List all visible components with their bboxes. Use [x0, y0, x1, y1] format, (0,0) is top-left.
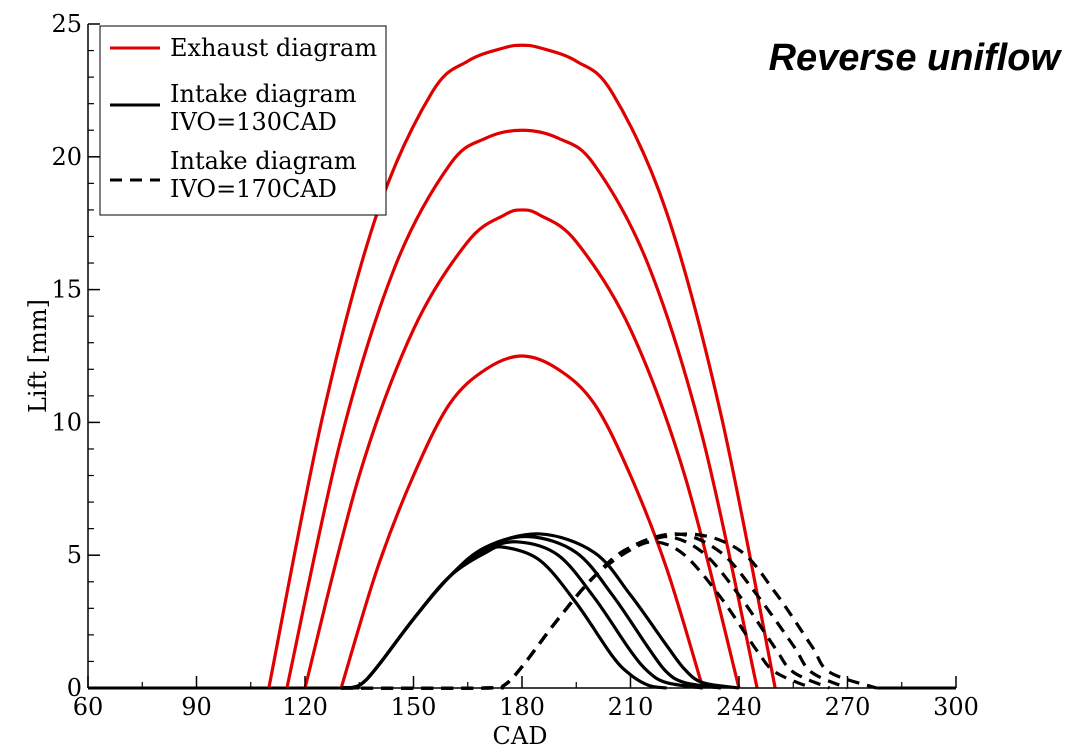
exhaust-curve-4 — [339, 354, 705, 689]
exhaust-curve-2 — [285, 128, 759, 689]
y-tick-label-15: 15 — [51, 276, 82, 304]
x-tick-label-180: 180 — [499, 693, 545, 721]
legend-box — [99, 25, 387, 216]
x-tick-label-120: 120 — [282, 693, 328, 721]
x-tick-label-150: 150 — [391, 693, 437, 721]
intake-130-curve-8 — [340, 532, 740, 690]
axis-tick-labels: 60 90 120 150 180 210 240 270 300 0 5 10 15 20 25 — [51, 10, 978, 721]
y-tick-label-5: 5 — [67, 541, 82, 569]
legend-label-exhaust: Exhaust diagram — [170, 34, 377, 62]
x-tick-label-270: 270 — [825, 693, 871, 721]
legend-label-intake-130: Intake diagram — [170, 80, 357, 108]
y-tick-label-25: 25 — [51, 10, 82, 38]
x-tick-label-300: 300 — [933, 693, 979, 721]
axis-ticks — [87, 23, 957, 689]
legend-label-intake-130-ivo: IVO=130CAD — [170, 108, 337, 136]
plot-curves — [88, 43, 956, 690]
legend-label-intake-170: Intake diagram — [170, 147, 357, 175]
y-tick-label-20: 20 — [51, 143, 82, 171]
exhaust-curve-3 — [303, 208, 741, 689]
exhaust-curve-1 — [267, 43, 777, 689]
legend-label-intake-170-ivo: IVO=170CAD — [170, 175, 337, 203]
x-axis-title: CAD — [493, 722, 548, 750]
y-axis-title: Lift [mm] — [24, 299, 52, 413]
x-tick-label-90: 90 — [181, 693, 212, 721]
y-tick-label-10: 10 — [51, 408, 82, 436]
legend: Exhaust diagram Intake diagram IVO=130CA… — [99, 25, 387, 216]
x-tick-label-60: 60 — [73, 693, 104, 721]
x-tick-label-210: 210 — [608, 693, 654, 721]
annotation-reverse-uniflow: Reverse uniflow — [769, 37, 1063, 79]
y-tick-label-0: 0 — [67, 674, 82, 702]
x-tick-label-240: 240 — [716, 693, 762, 721]
